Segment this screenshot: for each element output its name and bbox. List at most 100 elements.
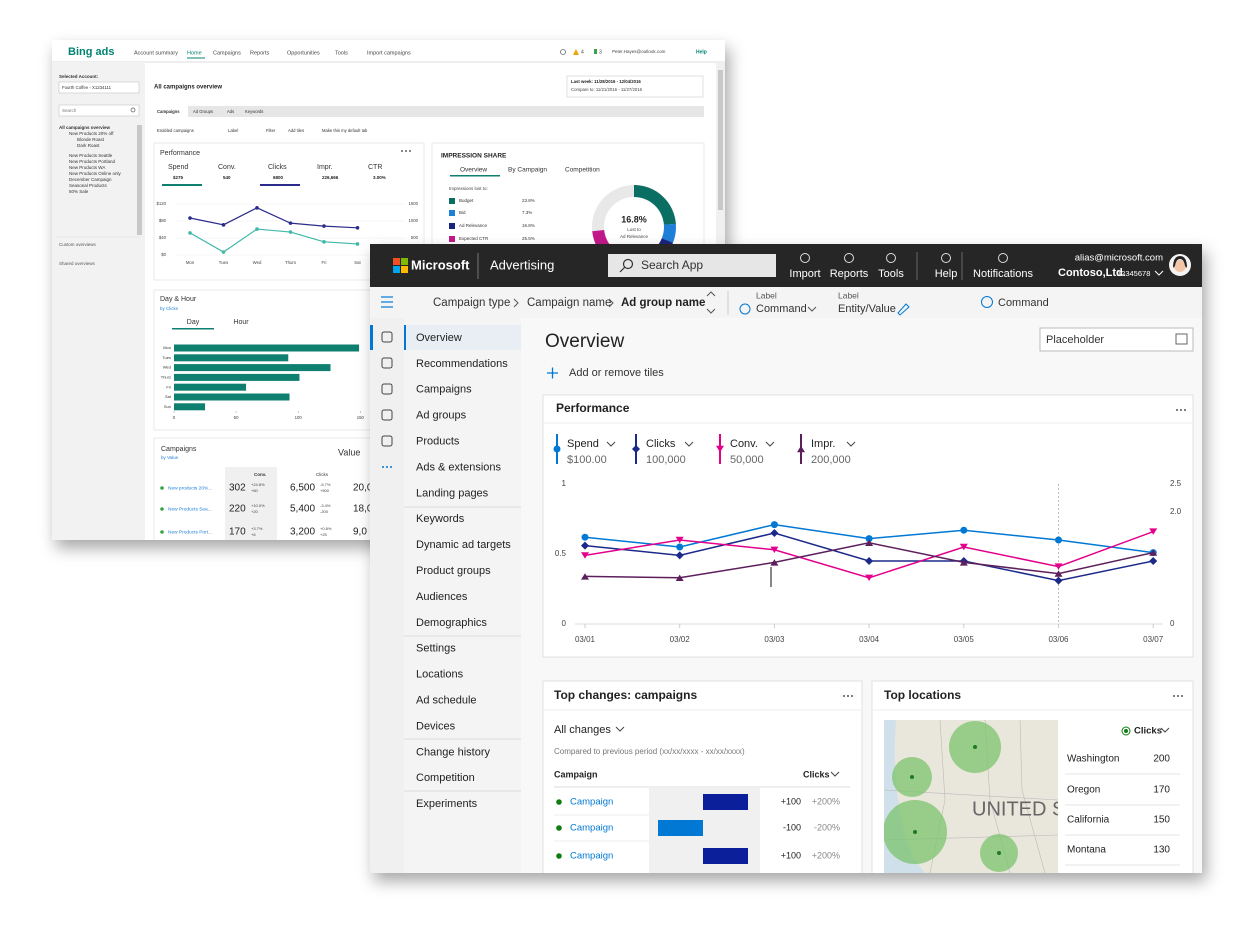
tab[interactable]: Campaigns — [157, 109, 180, 114]
label: 9,0 — [353, 527, 367, 538]
point — [288, 221, 293, 225]
label: +6 — [251, 532, 256, 537]
nav-item[interactable]: Landing pages — [416, 487, 489, 499]
filter[interactable]: Label — [228, 128, 238, 133]
toolbar-button[interactable]: Reports — [830, 268, 869, 280]
nav-item[interactable]: Products — [416, 436, 460, 448]
legend-label[interactable]: Conv. — [730, 438, 758, 450]
toolbar-button[interactable]: Help — [935, 268, 958, 280]
filter[interactable]: Add tiles — [288, 128, 304, 133]
tab[interactable]: Day — [187, 319, 200, 326]
tree-item[interactable]: New Products Portland — [69, 159, 116, 164]
point — [865, 574, 874, 581]
chevron — [1154, 270, 1164, 276]
label[interactable]: Custom overviews — [59, 242, 97, 247]
nav-item[interactable]: Experiments — [416, 798, 478, 810]
tree-item[interactable]: Seasonal Products — [69, 183, 108, 188]
logo-square — [401, 266, 408, 273]
campaign-link[interactable]: New products 20%... — [168, 485, 212, 491]
tab[interactable]: Hour — [233, 319, 249, 326]
label[interactable]: Shared overviews — [59, 261, 96, 266]
point — [1149, 549, 1158, 556]
command[interactable]: Command — [756, 303, 807, 315]
campaign-link[interactable]: New Products Port... — [168, 529, 212, 535]
command[interactable]: Entity/Value — [838, 303, 896, 315]
label[interactable]: Clicks — [803, 769, 830, 779]
metric-value: $275 — [173, 175, 184, 180]
nav-item[interactable]: Recommendations — [416, 358, 508, 370]
label: -3.4% — [320, 503, 331, 508]
nav-link[interactable]: Import campaigns — [367, 50, 411, 56]
x-tick-label: Fri — [321, 260, 326, 265]
tree-item[interactable]: December Campaign — [69, 177, 112, 182]
tree-item[interactable]: New Products Seattle — [69, 153, 113, 158]
nav-item[interactable]: Ad groups — [416, 410, 467, 422]
tree-item[interactable]: All campaigns overview — [59, 125, 111, 130]
filter[interactable]: Enabled campaigns — [157, 128, 194, 133]
breadcrumb[interactable]: Campaign name — [527, 297, 611, 309]
metric-underline — [260, 184, 300, 186]
tab[interactable]: Ad Groups — [193, 109, 213, 114]
nav-link[interactable]: Opportunities — [287, 50, 320, 56]
nav-link[interactable]: Account summary — [134, 50, 178, 56]
nav-link[interactable]: Campaigns — [213, 50, 241, 56]
nav-item[interactable]: Settings — [416, 643, 456, 655]
label: 18,0 — [353, 504, 373, 515]
toolbar-button[interactable]: Notifications — [973, 268, 1033, 280]
tree-item[interactable]: 50% Sale — [69, 189, 89, 194]
tree-item[interactable]: New Products Online only — [69, 171, 122, 176]
tree-item[interactable]: Dark Roast — [77, 143, 100, 148]
tab[interactable]: By Campaign — [508, 167, 547, 174]
tab[interactable]: Overview — [460, 167, 487, 174]
campaign-link[interactable]: Campaign — [570, 797, 613, 808]
nav-item[interactable]: Ad schedule — [416, 695, 477, 707]
breadcrumb[interactable]: Campaign type — [433, 297, 510, 309]
filter[interactable]: Filter — [266, 128, 276, 133]
campaign-link[interactable]: Campaign — [570, 851, 613, 862]
tree-item[interactable]: New Products 20% off — [69, 131, 114, 136]
nav-item[interactable]: Overview — [416, 332, 462, 344]
toolbar-button[interactable]: Tools — [878, 268, 904, 280]
legend-label[interactable]: Spend — [567, 438, 599, 450]
search-box[interactable] — [608, 254, 776, 277]
breadcrumb[interactable]: Ad group name — [621, 297, 705, 309]
nav-link[interactable]: Tools — [335, 50, 348, 56]
filter[interactable]: Make this my default tab — [322, 128, 368, 133]
tree-item[interactable]: New Products WA — [69, 165, 105, 170]
more-dot — [1177, 695, 1179, 697]
label: 170 — [1153, 785, 1170, 796]
label[interactable]: Clicks — [1134, 726, 1162, 737]
command[interactable]: Command — [998, 297, 1049, 309]
campaign-link[interactable]: New Products Sea... — [168, 506, 212, 512]
nav-item[interactable]: Ads & extensions — [416, 461, 501, 473]
x-tick-label: 50 — [234, 415, 239, 420]
label[interactable]: Help — [696, 49, 707, 55]
toolbar-button[interactable]: Import — [789, 268, 820, 280]
date-box[interactable] — [566, 75, 704, 98]
label: 12345678 — [1117, 269, 1150, 278]
nav-item[interactable]: Locations — [416, 669, 464, 681]
campaign-link[interactable]: Campaign — [570, 823, 613, 834]
nav-item[interactable]: Product groups — [416, 565, 491, 577]
tab[interactable]: Keywords — [245, 109, 263, 114]
date-picker[interactable] — [1039, 327, 1194, 352]
search-box[interactable] — [58, 104, 140, 117]
nav-item[interactable]: Competition — [416, 772, 475, 784]
legend-label[interactable]: Impr. — [811, 438, 835, 450]
nav-item[interactable]: Change history — [416, 746, 490, 758]
nav-item[interactable]: Keywords — [416, 513, 465, 525]
legend-label[interactable]: Clicks — [646, 438, 676, 450]
tree-item[interactable]: Blonde Roast — [77, 137, 105, 142]
tab[interactable]: Competition — [565, 167, 600, 174]
nav-link[interactable]: Reports — [250, 50, 270, 56]
tab[interactable]: Ads — [227, 109, 234, 114]
nav-item[interactable]: Audiences — [416, 591, 468, 603]
nav-item[interactable]: Campaigns — [416, 384, 472, 396]
nav-item[interactable]: Demographics — [416, 617, 487, 629]
nav-item[interactable]: Dynamic ad targets — [416, 539, 511, 551]
label[interactable]: Add or remove tiles — [569, 367, 664, 379]
dropdown[interactable] — [58, 81, 140, 94]
dropdown[interactable]: All changes — [554, 724, 611, 736]
nav-item[interactable]: Devices — [416, 720, 456, 732]
nav-link[interactable]: Home — [187, 50, 202, 56]
